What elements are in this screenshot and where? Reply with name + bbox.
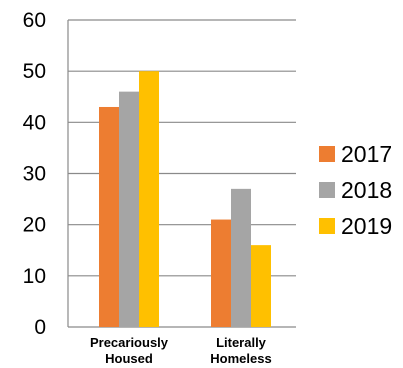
bar: [119, 91, 139, 327]
y-axis-tick-labels: 0 10 20 30 40 50 60: [23, 9, 46, 339]
bar: [139, 71, 159, 328]
legend-label: 2017: [341, 141, 392, 167]
bars: [99, 71, 271, 328]
legend-swatch: [319, 182, 335, 198]
y-tick-label: 10: [23, 265, 46, 288]
bar: [231, 188, 251, 327]
bar: [251, 245, 271, 327]
x-category-label: Precariously: [90, 335, 169, 350]
x-category-label: Literally: [216, 335, 267, 350]
legend-label: 2018: [341, 177, 392, 203]
x-category-label: Homeless: [210, 351, 271, 366]
y-tick-label: 60: [23, 9, 46, 32]
legend-label: 2019: [341, 213, 392, 239]
y-tick-label: 30: [23, 163, 46, 186]
y-tick-label: 20: [23, 214, 46, 237]
bar: [211, 219, 231, 327]
y-tick-label: 50: [23, 60, 46, 83]
legend-swatch: [319, 218, 335, 234]
legend-swatch: [319, 146, 335, 162]
y-tick-label: 40: [23, 111, 46, 134]
bar: [99, 106, 119, 327]
y-tick-label: 0: [34, 316, 46, 339]
legend: 2017 2018 2019: [319, 141, 392, 239]
x-category-label: Housed: [105, 351, 153, 366]
